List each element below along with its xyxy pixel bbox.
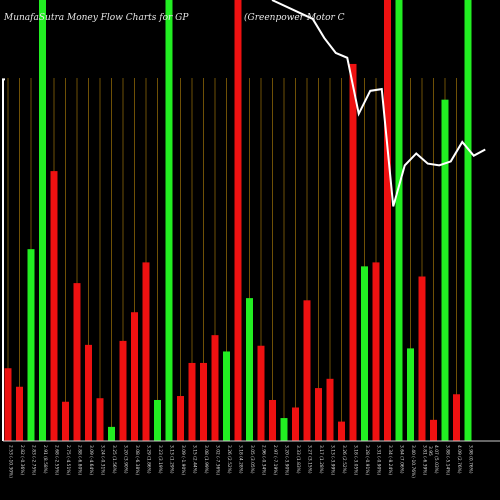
bar <box>384 0 391 441</box>
bar <box>361 266 368 441</box>
bar <box>39 0 46 441</box>
x-tick-label: 3.02 (-7.36%) <box>215 445 221 475</box>
x-tick-label: 3.24 (-0.31%) <box>100 445 106 475</box>
bar <box>223 351 230 441</box>
x-tick-label: 3.17 (1.28%) <box>318 445 324 474</box>
price-line-left-segment <box>2 78 5 441</box>
bar <box>85 344 92 441</box>
bar <box>395 0 403 441</box>
x-tick-label: 3.27 (3.15%) <box>307 445 313 474</box>
x-tick-label: 2.91 (8.58%) <box>42 445 48 474</box>
x-tick-label: 2.88 (-6.80%) <box>77 445 83 475</box>
x-tick-label: 2.83 (-2.75%) <box>31 445 37 475</box>
x-tick-label: 3.13 (-3.99%) <box>330 445 336 475</box>
x-tick-label: 3.15 (2.44%) <box>192 445 198 474</box>
x-tick-label: 3.23 (3.19%) <box>157 445 163 474</box>
bar <box>177 396 184 441</box>
bar <box>315 388 322 441</box>
bar <box>62 401 69 441</box>
x-tick-label: 3.28 (-0.91%) <box>364 445 370 475</box>
x-tick-label: 4.09 (2.76%) <box>456 445 462 474</box>
bar <box>96 398 104 441</box>
bar <box>418 276 426 441</box>
bar <box>372 262 380 441</box>
x-tick-label: 3.88 (-5.14%) <box>445 445 451 475</box>
x-tick-label: 3.09 (-1.90%) <box>180 445 186 475</box>
x-tick-label: 3.08 (1.99%) <box>203 445 209 474</box>
bar <box>441 99 449 441</box>
price-line <box>271 0 486 207</box>
x-tick-label: 2.75 (-4.51%) <box>65 445 71 475</box>
bar <box>338 421 345 441</box>
x-tick-label: 3.81 (-6.39%) <box>422 445 428 475</box>
bar <box>430 419 437 441</box>
bar <box>50 171 58 441</box>
bar <box>349 63 357 441</box>
bar <box>4 368 12 441</box>
bar <box>464 0 472 441</box>
bars <box>4 0 472 441</box>
bar <box>154 399 161 441</box>
x-tick-label: 3.29 (1.86%) <box>146 445 152 474</box>
bar <box>142 262 150 441</box>
chart-title-right: (Greenpower Motor C <box>244 12 345 23</box>
bar <box>16 386 23 441</box>
x-tick-label: 3.20 (-3.90%) <box>284 445 290 475</box>
bar <box>131 312 138 441</box>
x-tick-label: 3.98 (0.76%) <box>468 445 474 474</box>
x-tick-label: 3.13 (1.29%) <box>169 445 175 474</box>
bar <box>200 362 207 441</box>
bar <box>292 407 299 441</box>
x-tick-label: 3.05 (3.05%) <box>249 445 255 474</box>
bar <box>303 300 311 441</box>
x-tick-label: 2.68 (-2.55%) <box>54 445 60 475</box>
x-tick-label: 2.82 (-0.36%) <box>19 445 25 475</box>
x-tick-label: 3.18 (-3.05%) <box>353 445 359 475</box>
x-tick-label: 3.64 (7.06%) <box>399 445 405 474</box>
x-tick-label: 3.25 (1.56%) <box>111 445 117 474</box>
x-tick-label: 3.26 (2.52%) <box>226 445 232 474</box>
x-tick-label: 2.97 (-7.19%) <box>272 445 278 475</box>
x-tick-label: 3.09 (-4.64%) <box>88 445 94 475</box>
bar <box>246 298 253 441</box>
x-tick-label: 2.53 (-10.30%) <box>8 445 14 478</box>
bar <box>27 249 35 441</box>
x-tick-label: 3.40 (-10.76%) <box>410 445 416 478</box>
x-tick-label: 3.08 (-6.38%) <box>134 445 140 475</box>
x-tick-labels: 2.53 (-10.30%) 2.82 (-0.36%) 2.83 (-2.75%)… <box>8 445 474 478</box>
bar <box>257 345 265 441</box>
x-tick-label: 4.07 (5.03%) <box>433 445 439 474</box>
x-tick-label: 3.26 (2.52%) <box>341 445 347 474</box>
x-tick-label: 3.34 (-8.24%) <box>387 445 393 475</box>
x-tick-label: 3.18 (4.28%) <box>238 445 244 474</box>
bar <box>188 362 196 441</box>
bar <box>108 426 115 441</box>
bar <box>73 283 81 441</box>
x-axis-extra-label: 3.95 <box>427 446 433 456</box>
bar <box>407 348 414 441</box>
bar <box>165 0 173 441</box>
bar <box>280 418 288 441</box>
bar <box>234 0 242 441</box>
x-tick-label: 3.31 (-0.90%) <box>376 445 382 475</box>
bar <box>453 394 460 441</box>
chart-title-left: MunafaSutra Money Flow Charts for GP <box>3 13 189 23</box>
bar <box>326 378 334 441</box>
bar <box>119 340 127 441</box>
x-tick-label: 2.96 (-0.34%) <box>261 445 267 475</box>
x-tick-label: 3.33 (1.83%) <box>295 445 301 474</box>
x-tick-label: 3.20 (3.90%) <box>123 445 129 474</box>
bar <box>269 399 276 441</box>
bar <box>211 335 219 441</box>
